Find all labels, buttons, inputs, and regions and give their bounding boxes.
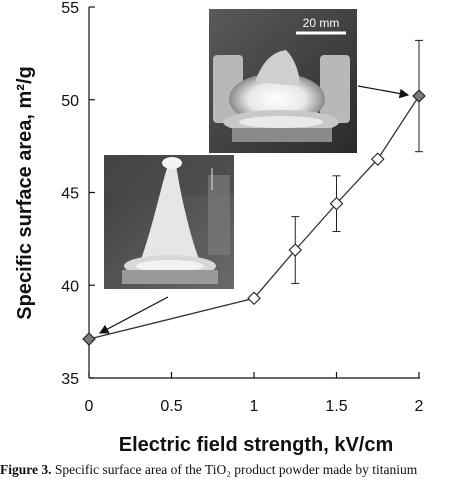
x-tick-label: 1.5: [325, 398, 347, 415]
x-tick-label: 1: [250, 398, 259, 415]
data-point: [329, 196, 344, 211]
y-tick-label: 55: [61, 0, 79, 17]
x-axis-title: Electric field strength, kV/cm: [119, 434, 394, 456]
x-tick-label: 2: [415, 398, 424, 415]
caption-text: Specific surface area of the TiO₂ produc…: [51, 462, 418, 477]
plot-area: [82, 39, 426, 346]
series-line: [88, 95, 420, 340]
data-point: [370, 152, 385, 166]
caption-label: Figure 3.: [0, 462, 52, 477]
y-tick-label: 40: [61, 278, 79, 295]
data-point: [288, 243, 303, 257]
figure-caption: Figure 3. Specific surface area of the T…: [0, 462, 474, 479]
inset-photo-left: [104, 155, 234, 289]
x-tick-label: 0.5: [160, 398, 182, 415]
chart: 35 40 45 50 55 0 0.5 1 1.5 2 20 mm Electric fiel…: [14, 0, 426, 456]
inset-photo-right: 20 mm: [209, 9, 357, 153]
scale-bar-label: 20 mm: [303, 16, 340, 30]
x-tick-label: 0: [85, 398, 94, 415]
data-point: [82, 332, 96, 346]
y-axis-title: Specific surface area, m²/g: [14, 66, 36, 319]
arrow-to-right-point: [357, 85, 410, 99]
y-tick-label: 35: [61, 371, 79, 388]
arrow-to-left-point: [98, 296, 169, 334]
y-tick-label: 50: [61, 93, 79, 110]
y-ticks: 35 40 45 50 55: [61, 0, 95, 388]
y-tick-label: 45: [61, 186, 79, 203]
data-point: [412, 89, 426, 103]
x-ticks: 0 0.5 1 1.5 2: [85, 372, 424, 415]
data-point: [247, 291, 261, 306]
